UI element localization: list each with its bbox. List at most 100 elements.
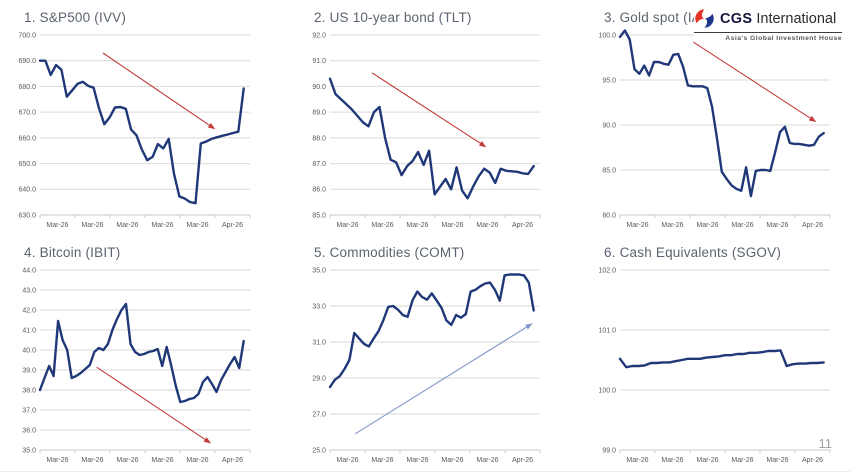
svg-text:42.0: 42.0	[22, 307, 36, 314]
brand-rest: International	[756, 10, 837, 27]
svg-text:35.0: 35.0	[312, 267, 326, 274]
chart-cell-commodities: 5. Commodities (COMT) 35.0 33.0 31.0 29.0 27…	[290, 235, 580, 471]
chart-canvas-sp500: 700.0 690.0 680.0 670.0 660.0 650.0 640.0 630.0…	[4, 25, 290, 231]
svg-text:Apr-26: Apr-26	[222, 222, 243, 229]
svg-text:690.0: 690.0	[18, 58, 36, 65]
svg-text:25.0: 25.0	[312, 447, 326, 454]
svg-text:35.0: 35.0	[22, 447, 36, 454]
svg-text:85.0: 85.0	[602, 167, 616, 174]
chart-title-us10y-bond: 2. US 10-year bond (TLT)	[314, 10, 472, 25]
logo-row: CGS International	[694, 8, 842, 33]
svg-text:Apr-26: Apr-26	[222, 457, 243, 464]
cgs-swirl-icon	[695, 9, 714, 28]
svg-text:91.0: 91.0	[312, 58, 326, 65]
svg-text:Mar-26: Mar-26	[696, 222, 718, 229]
logo-tagline: Asia's Global Investment House	[725, 35, 842, 42]
svg-text:Mar-26: Mar-26	[151, 222, 173, 229]
chart-canvas-commodities: 35.0 33.0 31.0 29.0 27.0 25.0 Mar-26 Mar-26 Mar-…	[294, 260, 580, 466]
svg-text:Mar-26: Mar-26	[476, 457, 498, 464]
brand-bold: CGS	[720, 10, 753, 27]
svg-text:Mar-26: Mar-26	[116, 222, 138, 229]
cgs-international-logo: CGS International Asia's Global Investme…	[694, 8, 842, 42]
svg-text:Mar-26: Mar-26	[766, 457, 788, 464]
svg-text:37.0: 37.0	[22, 407, 36, 414]
chart-cell-us10y-bond: 2. US 10-year bond (TLT) 92.0 91.0 90.0 89.…	[290, 0, 580, 235]
svg-text:101.0: 101.0	[598, 327, 616, 334]
svg-text:Mar-26: Mar-26	[371, 222, 393, 229]
svg-text:Mar-26: Mar-26	[626, 457, 648, 464]
svg-text:102.0: 102.0	[598, 267, 616, 274]
svg-text:90.0: 90.0	[602, 122, 616, 129]
svg-text:Mar-26: Mar-26	[371, 457, 393, 464]
svg-text:29.0: 29.0	[312, 375, 326, 382]
svg-text:Mar-26: Mar-26	[441, 222, 463, 229]
svg-text:Mar-26: Mar-26	[661, 457, 683, 464]
svg-text:Mar-26: Mar-26	[766, 222, 788, 229]
svg-text:Mar-26: Mar-26	[406, 457, 428, 464]
svg-text:92.0: 92.0	[312, 32, 326, 39]
chart-title-commodities: 5. Commodities (COMT)	[314, 245, 465, 260]
svg-text:680.0: 680.0	[18, 84, 36, 91]
svg-text:Mar-26: Mar-26	[151, 457, 173, 464]
chart-cell-gold: 3. Gold spot (IAU) 100.0 95.0 90.0 85.0 80.0…	[580, 0, 850, 235]
chart-cell-bitcoin: 4. Bitcoin (IBIT) 44.0 43.0 42.0 41.0 40.0 39…	[0, 235, 290, 471]
brand-text: CGS International	[720, 11, 836, 27]
svg-text:660.0: 660.0	[18, 135, 36, 142]
svg-text:31.0: 31.0	[312, 339, 326, 346]
svg-text:99.0: 99.0	[602, 447, 616, 454]
svg-text:100.0: 100.0	[598, 387, 616, 394]
svg-text:Mar-26: Mar-26	[46, 457, 68, 464]
svg-text:80.0: 80.0	[602, 212, 616, 219]
chart-title-bitcoin: 4. Bitcoin (IBIT)	[24, 245, 121, 260]
svg-text:Mar-26: Mar-26	[186, 222, 208, 229]
svg-text:Mar-26: Mar-26	[406, 222, 428, 229]
svg-text:Mar-26: Mar-26	[81, 457, 103, 464]
svg-text:41.0: 41.0	[22, 327, 36, 334]
svg-text:640.0: 640.0	[18, 187, 36, 194]
svg-text:100.0: 100.0	[598, 32, 616, 39]
svg-text:630.0: 630.0	[18, 212, 36, 219]
svg-text:Mar-26: Mar-26	[731, 222, 753, 229]
svg-text:90.0: 90.0	[312, 84, 326, 91]
svg-text:Mar-26: Mar-26	[441, 457, 463, 464]
svg-text:Mar-26: Mar-26	[46, 222, 68, 229]
page-number: 11	[818, 436, 833, 451]
svg-text:86.0: 86.0	[312, 187, 326, 194]
svg-text:Mar-26: Mar-26	[116, 457, 138, 464]
svg-text:700.0: 700.0	[18, 32, 36, 39]
svg-text:36.0: 36.0	[22, 427, 36, 434]
svg-text:38.0: 38.0	[22, 387, 36, 394]
chart-canvas-gold: 100.0 95.0 90.0 85.0 80.0 Mar-26 Mar-26 Mar-26 M…	[584, 25, 850, 231]
chart-canvas-us10y-bond: 92.0 91.0 90.0 89.0 88.0 87.0 86.0 85.0 Mar-26 Ma…	[294, 25, 580, 231]
chart-title-cash-equivalents: 6. Cash Equivalents (SGOV)	[604, 245, 782, 260]
svg-text:88.0: 88.0	[312, 135, 326, 142]
chart-title-gold: 3. Gold spot (IAU)	[604, 10, 716, 25]
svg-text:33.0: 33.0	[312, 303, 326, 310]
chart-canvas-bitcoin: 44.0 43.0 42.0 41.0 40.0 39.0 38.0 37.0 36.0 35.0…	[4, 260, 290, 466]
svg-text:Apr-26: Apr-26	[512, 222, 533, 229]
svg-text:Apr-26: Apr-26	[512, 457, 533, 464]
svg-text:39.0: 39.0	[22, 367, 36, 374]
chart-title-sp500: 1. S&P500 (IVV)	[24, 10, 127, 25]
svg-text:27.0: 27.0	[312, 411, 326, 418]
svg-text:Mar-26: Mar-26	[696, 457, 718, 464]
svg-text:95.0: 95.0	[602, 77, 616, 84]
svg-text:Mar-26: Mar-26	[626, 222, 648, 229]
svg-text:89.0: 89.0	[312, 110, 326, 117]
svg-text:Apr-26: Apr-26	[802, 222, 823, 229]
svg-text:Apr-26: Apr-26	[802, 457, 823, 464]
svg-text:Mar-26: Mar-26	[186, 457, 208, 464]
svg-text:Mar-26: Mar-26	[731, 457, 753, 464]
svg-text:Mar-26: Mar-26	[336, 457, 358, 464]
chart-cell-cash-equivalents: 6. Cash Equivalents (SGOV) 102.0 101.0 100…	[580, 235, 850, 471]
svg-text:Mar-26: Mar-26	[476, 222, 498, 229]
svg-text:85.0: 85.0	[312, 212, 326, 219]
chart-canvas-cash-equivalents: 102.0 101.0 100.0 99.0 Mar-26 Mar-26 Mar-26 Mar…	[584, 260, 850, 466]
svg-text:Mar-26: Mar-26	[81, 222, 103, 229]
svg-text:Mar-26: Mar-26	[661, 222, 683, 229]
chart-cell-sp500: 1. S&P500 (IVV) 700.0 690.0 680.0 670.0 660.…	[0, 0, 290, 235]
svg-text:650.0: 650.0	[18, 161, 36, 168]
svg-text:Mar-26: Mar-26	[336, 222, 358, 229]
